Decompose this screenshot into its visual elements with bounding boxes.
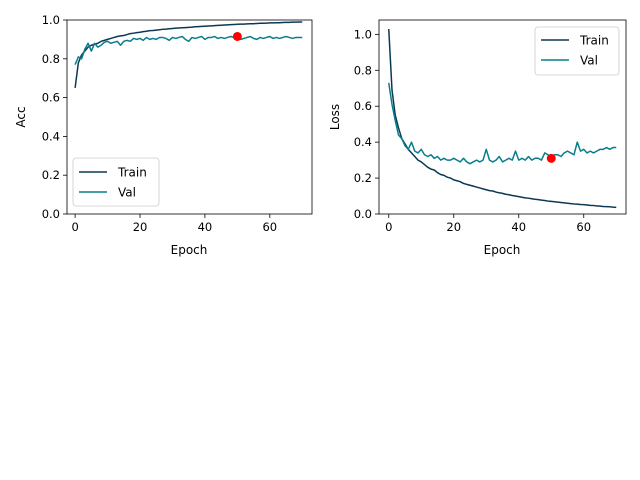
loss-axes-frame [378,19,627,215]
accuracy-y-tick-label: 0.4 [42,129,60,143]
accuracy-y-tick-label: 0.0 [42,207,60,221]
accuracy-x-tick-label: 60 [262,220,277,234]
loss-x-axis-label: Epoch [484,243,521,257]
loss-y-tick-label: 0.8 [354,63,372,77]
accuracy-ticks: 0 20 40 60 0.0 0.2 0.4 0.6 0.8 1.0 [42,13,277,234]
loss-x-tick-label: 40 [511,220,526,234]
accuracy-legend[interactable]: Train Val [72,157,160,207]
loss-y-tick-label: 0.6 [354,99,372,113]
accuracy-y-tick-label: 0.6 [42,91,60,105]
accuracy-panel: 0 20 40 60 0.0 0.2 0.4 0.6 0.8 1.0 Epoch Acc Trai… [14,13,313,257]
loss-legend-val-label: Val [580,54,598,68]
loss-legend-box [534,26,620,76]
loss-train-series-line [388,28,617,209]
loss-y-tick-label: 0.2 [354,171,372,185]
accuracy-x-tick-label: 20 [133,220,148,234]
loss-legend[interactable]: Train Val [534,26,620,76]
loss-val-series-line [388,82,617,165]
accuracy-train-series-line [74,21,303,88]
loss-x-tick-label: 0 [385,220,392,234]
accuracy-x-tick-label: 40 [198,220,213,234]
loss-plot-area [388,28,617,209]
loss-y-tick-label: 0.0 [354,207,372,221]
loss-x-tick-label: 60 [576,220,591,234]
accuracy-best-epoch-marker [232,31,242,41]
loss-y-tick-label: 1.0 [354,27,372,41]
accuracy-y-tick-label: 0.8 [42,52,60,66]
loss-best-epoch-marker [546,153,556,163]
accuracy-y-axis-label: Acc [14,106,28,127]
loss-legend-train-label: Train [579,34,609,48]
loss-x-tick-label: 20 [446,220,461,234]
accuracy-x-tick-label: 0 [71,220,78,234]
accuracy-plot-area [74,21,303,88]
accuracy-y-tick-label: 0.2 [42,168,60,182]
accuracy-legend-train-label: Train [117,166,147,180]
loss-y-axis-label: Loss [328,104,342,130]
accuracy-legend-val-label: Val [118,186,136,200]
accuracy-axes-frame [66,19,313,215]
loss-panel: 0 20 40 60 0.0 0.2 0.4 0.6 0.8 1.0 Epoch Loss Tra… [328,19,627,257]
loss-y-tick-label: 0.4 [354,135,372,149]
accuracy-val-series-line [74,35,303,65]
accuracy-legend-box [72,157,160,207]
loss-ticks: 0 20 40 60 0.0 0.2 0.4 0.6 0.8 1.0 [354,27,591,234]
accuracy-x-axis-label: Epoch [171,243,208,257]
accuracy-y-tick-label: 1.0 [42,13,60,27]
